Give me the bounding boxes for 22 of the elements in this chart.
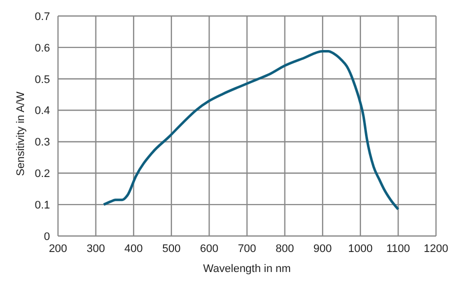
x-tick-label: 200 [48, 242, 68, 255]
y-tick-label: 0.7 [34, 10, 50, 23]
x-tick-label: 400 [124, 242, 143, 255]
y-tick-label: 0.5 [34, 74, 50, 86]
y-axis-title: Sensitivity in A/W [14, 91, 27, 176]
x-tick-label: 600 [200, 242, 218, 255]
y-tick-label: 0.1 [34, 199, 50, 212]
x-tick-label: 300 [86, 242, 105, 255]
y-tick-label: 0.3 [34, 136, 50, 149]
y-tick-label: 0.4 [34, 105, 50, 118]
x-tick-label: 900 [313, 242, 332, 255]
y-tick-label: 0.2 [34, 168, 50, 180]
x-axis-title: Wavelength in nm [203, 263, 291, 275]
y-tick-label: 0 [44, 230, 50, 243]
x-tick-label: 1200 [424, 242, 448, 255]
x-tick-label: 500 [162, 242, 181, 255]
y-tick-label: 0.6 [34, 42, 50, 54]
x-tick-label: 700 [238, 242, 256, 255]
x-tick-label: 1000 [348, 242, 373, 255]
x-tick-label: 1100 [386, 242, 410, 255]
x-tick-label: 800 [276, 242, 294, 255]
line-series [102, 50, 400, 211]
